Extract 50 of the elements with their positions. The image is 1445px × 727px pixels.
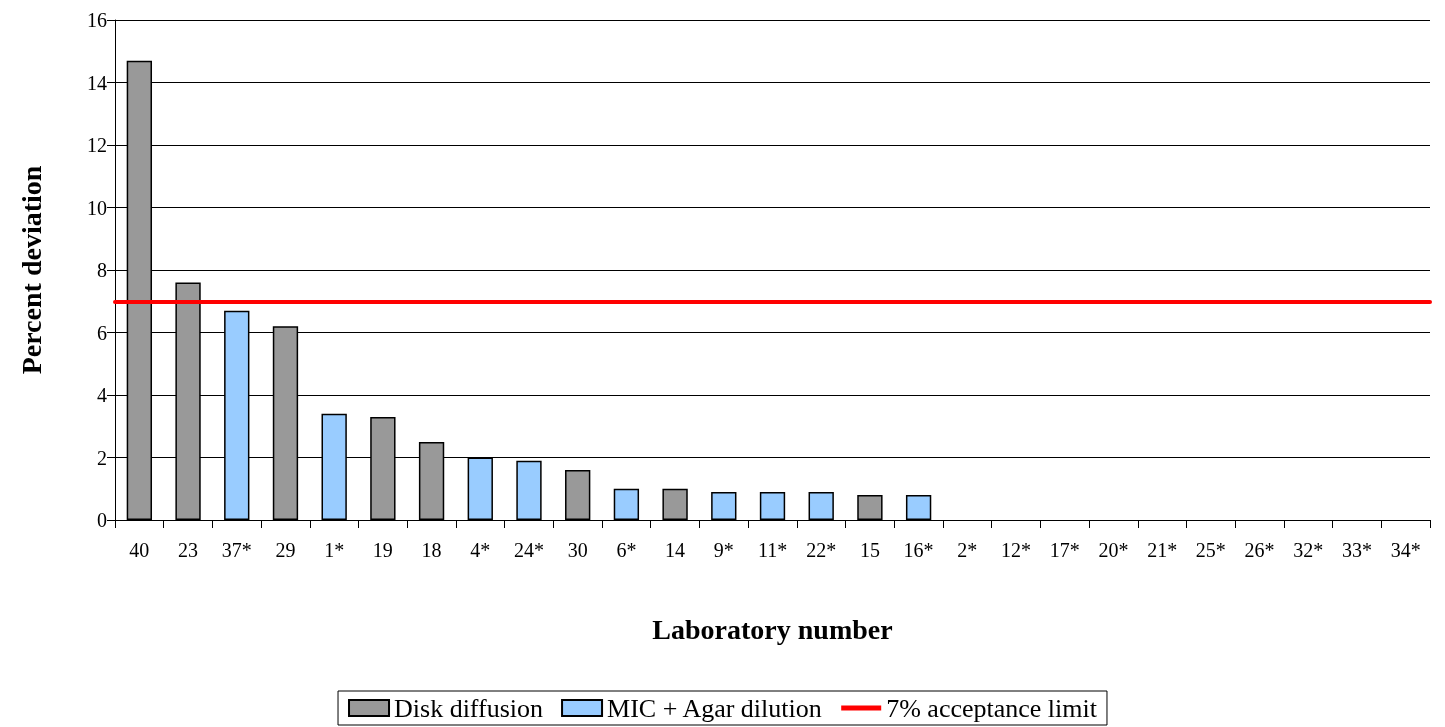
y-tick-label: 12 — [87, 134, 107, 156]
x-tick-label: 6* — [616, 539, 637, 561]
x-tick-label: 1* — [324, 539, 345, 561]
bar — [857, 495, 883, 520]
x-tick-label: 16* — [903, 539, 934, 561]
y-tick-label: 8 — [97, 259, 107, 281]
x-tick-label: 15 — [859, 539, 880, 561]
y-tick-label: 6 — [97, 321, 107, 344]
x-tick-label: 25* — [1195, 539, 1226, 561]
x-tick-label: 18 — [421, 539, 442, 561]
x-tick-label: 14 — [665, 539, 686, 561]
bar — [565, 470, 591, 520]
x-tick-label: 37* — [221, 539, 252, 561]
y-axis-title: Percent deviation — [15, 165, 47, 375]
y-tick-label: 10 — [87, 196, 107, 219]
legend-label: 7% acceptance limit — [886, 693, 1098, 723]
y-tick-label: 4 — [97, 384, 107, 406]
x-tick-label: 21* — [1147, 539, 1178, 561]
y-tick-label: 16 — [87, 9, 107, 31]
x-tick-label: 11* — [757, 539, 788, 561]
x-tick-label: 34* — [1390, 539, 1421, 561]
x-tick-label: 2* — [957, 539, 978, 561]
x-tick-label: 32* — [1293, 539, 1324, 561]
x-tick-label: 19 — [372, 539, 393, 561]
bar — [613, 488, 640, 520]
x-tick-label: 33* — [1341, 539, 1372, 561]
x-tick-label: 20* — [1098, 539, 1129, 561]
legend-label: Disk diffusion — [394, 693, 544, 723]
bar — [905, 495, 932, 520]
x-tick-label: 40 — [129, 539, 150, 561]
x-tick-label: 9* — [713, 539, 734, 561]
x-tick-label: 17* — [1049, 539, 1080, 561]
bar — [759, 491, 786, 520]
x-tick-label: 29 — [275, 539, 296, 561]
y-tick-label: 2 — [97, 446, 107, 469]
y-tick-label: 14 — [87, 71, 107, 94]
bar — [662, 488, 688, 520]
bar — [808, 491, 834, 520]
bar — [516, 460, 542, 520]
x-tick-label: 4* — [470, 539, 491, 561]
bar — [711, 491, 737, 520]
x-tick-label: 30 — [567, 539, 588, 561]
x-tick-label: 24* — [513, 539, 544, 561]
x-tick-label: 12* — [1001, 539, 1032, 561]
y-tick-label: 0 — [97, 509, 107, 531]
legend-label: MIC + Agar dilution — [607, 693, 822, 723]
x-tick-label: 22* — [806, 539, 837, 561]
x-axis-title: Laboratory number — [652, 613, 893, 645]
x-tick-label: 23 — [178, 539, 199, 561]
x-tick-label: 26* — [1244, 539, 1275, 561]
